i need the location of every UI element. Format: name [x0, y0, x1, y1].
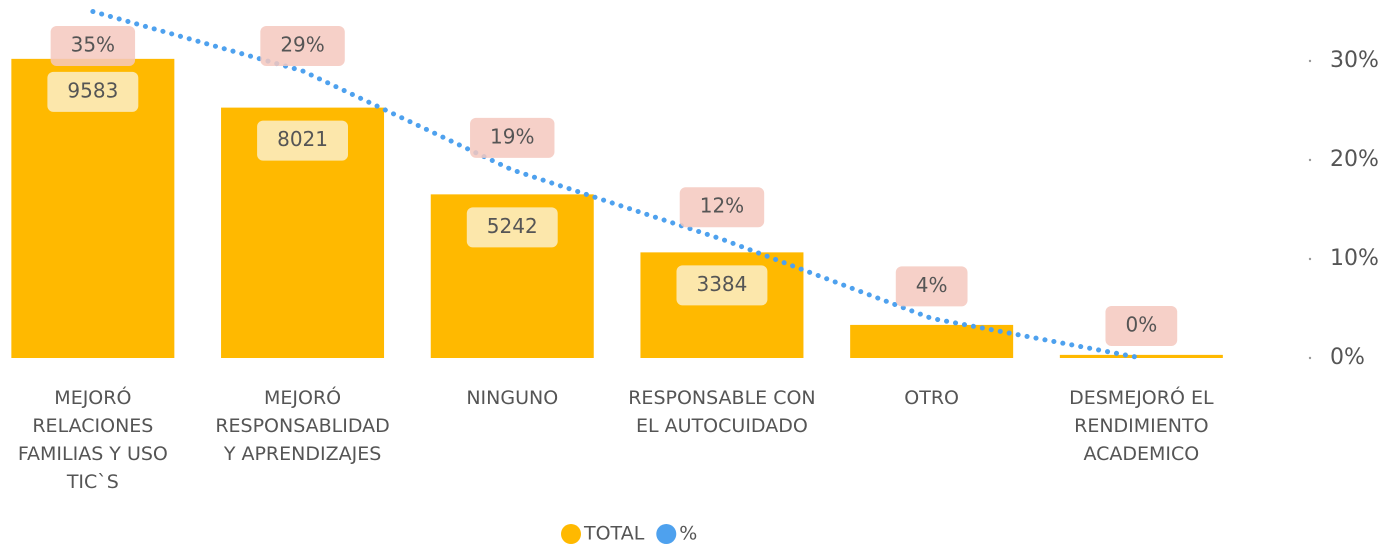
bar — [1059, 354, 1223, 358]
y2-tick-label: 10% — [1330, 246, 1379, 271]
legend-swatch — [656, 524, 677, 544]
y2-tick-label: 0% — [1330, 345, 1365, 370]
line-label: 19% — [490, 124, 534, 148]
line-label: 29% — [280, 33, 324, 57]
line-label: 35% — [71, 33, 115, 57]
line-label: 12% — [700, 194, 744, 218]
legend-label: TOTAL — [583, 523, 645, 545]
line-label: 0% — [1125, 313, 1157, 337]
line-label-box — [1105, 306, 1178, 346]
y2-tick-mark — [1308, 158, 1312, 162]
x-tick-label: RESPONSABLE CON EL AUTOCUIDADO — [628, 387, 816, 437]
line-label-box — [679, 187, 765, 228]
x-tick-label: MEJORÓ RELACIONES FAMILIAS Y USO TIC`S — [17, 387, 168, 493]
bar — [850, 324, 1014, 358]
line-label-box — [470, 117, 555, 158]
legend-swatch — [561, 524, 581, 544]
bar-label: 9583 — [67, 78, 118, 102]
line-label-box — [50, 26, 136, 66]
line-label-box — [895, 266, 968, 307]
x-tick-label: OTRO — [904, 387, 959, 409]
x-tick-label: NINGUNO — [466, 387, 559, 409]
y2-tick-label: 30% — [1330, 48, 1379, 73]
x-tick-label: MEJORÓ RESPONSABLIDAD Y APRENDIZAJES — [215, 387, 390, 465]
bar-label: 5242 — [487, 214, 538, 238]
bar-label-box — [466, 207, 558, 248]
y2-tick-label: 20% — [1330, 147, 1379, 172]
bar-label-box — [676, 265, 768, 306]
y2-tick-mark — [1308, 59, 1312, 63]
y2-tick-mark — [1308, 257, 1312, 261]
legend-label: % — [679, 523, 697, 545]
bar-label: 3384 — [696, 272, 747, 296]
x-tick-label: DESMEJORÓ EL RENDIMIENTO ACADEMICO — [1069, 387, 1214, 465]
bar-label-box — [47, 71, 139, 112]
line-label: 4% — [916, 273, 948, 297]
bar-label-box — [257, 120, 349, 161]
y2-tick-mark — [1308, 356, 1312, 360]
line-label-box — [260, 26, 345, 66]
bar-label: 8021 — [277, 127, 328, 151]
